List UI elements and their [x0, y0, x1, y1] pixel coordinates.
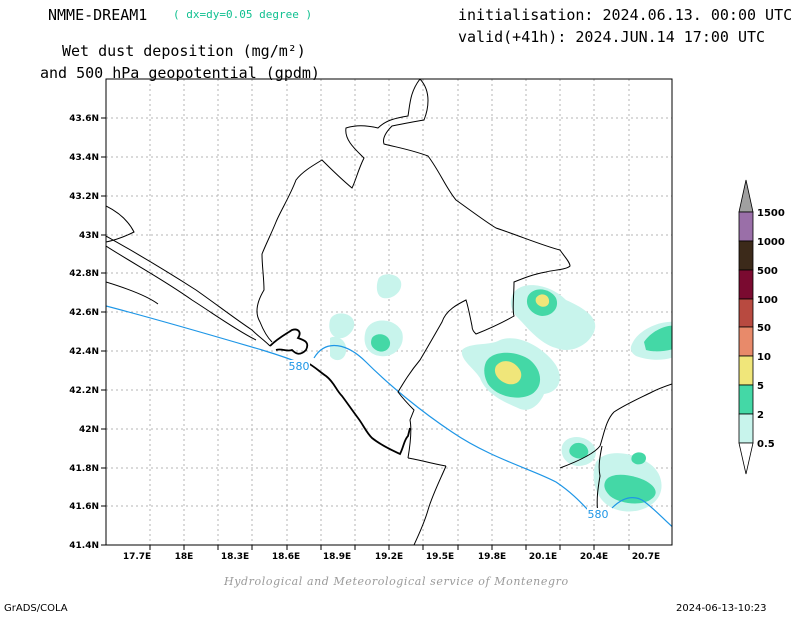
colorbar-label: 0.5 — [757, 439, 775, 450]
colorbar-label: 100 — [757, 295, 778, 306]
lat-label: 42.4N — [69, 347, 99, 357]
deposition-area — [535, 294, 550, 307]
lat-label: 43.4N — [69, 153, 99, 163]
lon-label: 18.3E — [221, 552, 249, 562]
lon-label: 18.6E — [272, 552, 300, 562]
colorbar-label: 10 — [757, 352, 771, 363]
software-label: GrADS/COLA — [4, 603, 68, 614]
colorbar-label: 50 — [757, 323, 771, 334]
geopotential-contour-580 — [106, 305, 309, 367]
lat-label: 42.6N — [69, 308, 99, 318]
colorbar-swatch — [738, 298, 754, 328]
deposition-area — [494, 361, 522, 385]
lat-label: 42.8N — [69, 269, 99, 279]
lat-label: 41.8N — [69, 464, 99, 474]
lon-label: 17.7E — [123, 552, 151, 562]
latitude-labels: 43.6N 43.4N 43.2N 43N 42.8N 42.6N 42.4N … — [69, 114, 99, 551]
footer-credit: Hydrological and Meteorological service … — [224, 575, 569, 588]
colorbar — [738, 179, 754, 475]
country-border — [106, 235, 271, 347]
lon-label: 19.8E — [478, 552, 506, 562]
deposition-area — [371, 334, 391, 352]
country-border — [256, 79, 421, 343]
geopotential-contour-580 — [313, 344, 591, 513]
country-border — [407, 457, 447, 467]
geopotential-contour-580 — [611, 496, 672, 528]
tick-marks — [101, 117, 630, 550]
lat-label: 43N — [79, 231, 99, 241]
lon-label: 19.2E — [375, 552, 403, 562]
lat-label: 41.4N — [69, 541, 99, 551]
colorbar-label: 500 — [757, 266, 778, 277]
model-name: NMME-DREAM1 — [48, 6, 148, 24]
colorbar-swatch — [738, 240, 754, 271]
lat-label: 41.6N — [69, 502, 99, 512]
colorbar-label: 1500 — [757, 208, 785, 219]
deposition-field — [329, 274, 672, 512]
colorbar-swatch — [738, 355, 754, 386]
colorbar-labels: 1500 1000 500 100 50 10 5 2 0.5 — [757, 208, 785, 450]
country-border — [559, 383, 672, 469]
lon-label: 18E — [175, 552, 194, 562]
borders — [106, 79, 672, 545]
coastline-montenegro — [269, 328, 411, 456]
deposition-area — [644, 325, 672, 352]
country-border — [106, 281, 159, 305]
colorbar-top-arrow — [738, 179, 754, 213]
deposition-area — [329, 313, 355, 339]
colorbar-label: 5 — [757, 381, 764, 392]
deposition-area — [330, 336, 347, 361]
lon-label: 18.9E — [323, 552, 351, 562]
render-timestamp: 2024-06-13-10:23 — [676, 603, 767, 614]
lon-label: 20.1E — [529, 552, 557, 562]
colorbar-swatch — [738, 384, 754, 415]
country-border — [106, 205, 135, 243]
lon-label: 20.4E — [580, 552, 608, 562]
colorbar-label: 1000 — [757, 237, 785, 248]
lon-label: 19.5E — [426, 552, 454, 562]
country-border — [106, 245, 257, 341]
longitude-labels: 17.7E 18E 18.3E 18.6E 18.9E 19.2E 19.5E … — [123, 552, 660, 562]
country-border — [383, 79, 571, 459]
model-resolution: ( dx=dy=0.05 degree ) — [173, 8, 313, 21]
colorbar-swatch — [738, 413, 754, 444]
contour-label: 580 — [289, 360, 310, 373]
contour-label: 580 — [588, 508, 609, 521]
title-line-2: and 500 hPa geopotential (gpdm) — [40, 64, 320, 82]
deposition-area — [631, 452, 646, 465]
colorbar-bottom-arrow — [738, 442, 754, 475]
lat-label: 43.2N — [69, 192, 99, 202]
colorbar-swatch — [738, 326, 754, 357]
colorbar-swatch — [738, 211, 754, 242]
colorbar-swatch — [738, 269, 754, 300]
lat-label: 42.2N — [69, 386, 99, 396]
country-border — [413, 465, 447, 545]
deposition-area — [569, 442, 589, 459]
initialisation-time: initialisation: 2024.06.13. 00:00 UTC — [458, 6, 793, 24]
colorbar-label: 2 — [757, 410, 764, 421]
country-border — [596, 445, 603, 515]
lat-label: 42N — [79, 425, 99, 435]
deposition-area — [376, 274, 402, 299]
valid-time: valid(+41h): 2024.JUN.14 17:00 UTC — [458, 28, 766, 46]
lat-label: 43.6N — [69, 114, 99, 124]
deposition-area — [604, 474, 656, 504]
lon-label: 20.7E — [632, 552, 660, 562]
gridlines — [106, 79, 672, 545]
title-line-1: Wet dust deposition (mg/m²) — [62, 42, 306, 60]
